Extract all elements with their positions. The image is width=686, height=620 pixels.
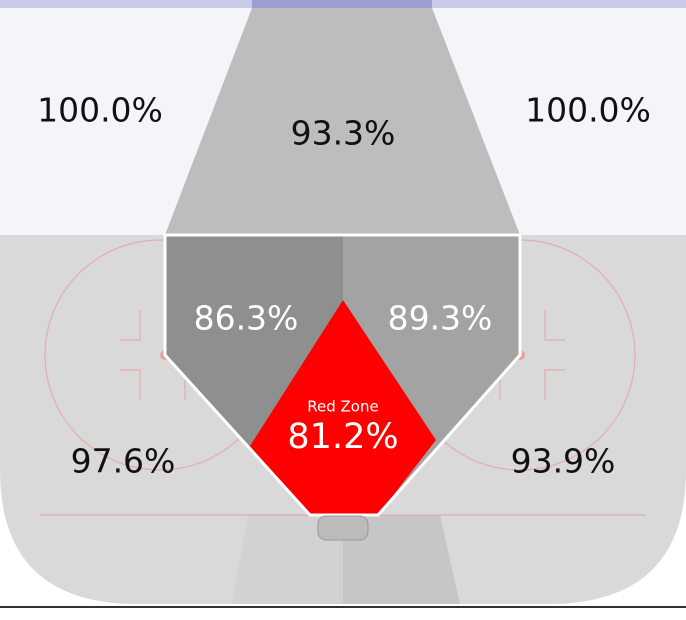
zone-label: 89.3%: [388, 299, 493, 338]
top-strip-center: [252, 0, 432, 8]
zone-label: 93.3%: [291, 114, 396, 153]
zone-label: 93.9%: [511, 442, 616, 481]
zone-label: 81.2%: [287, 417, 398, 457]
lower-left-center: [232, 515, 343, 604]
upper-center-zone: [165, 8, 520, 235]
zone-label: 97.6%: [71, 442, 176, 481]
zone-title: Red Zone: [307, 398, 378, 416]
goal-net: [317, 515, 369, 541]
zone-label: 100.0%: [525, 91, 651, 130]
slot-outline: [163, 233, 522, 517]
red-zone-area: [250, 300, 436, 515]
zone-label: 100.0%: [37, 91, 163, 130]
zone-label: 86.3%: [194, 299, 299, 338]
lower-right-center: [343, 515, 460, 604]
